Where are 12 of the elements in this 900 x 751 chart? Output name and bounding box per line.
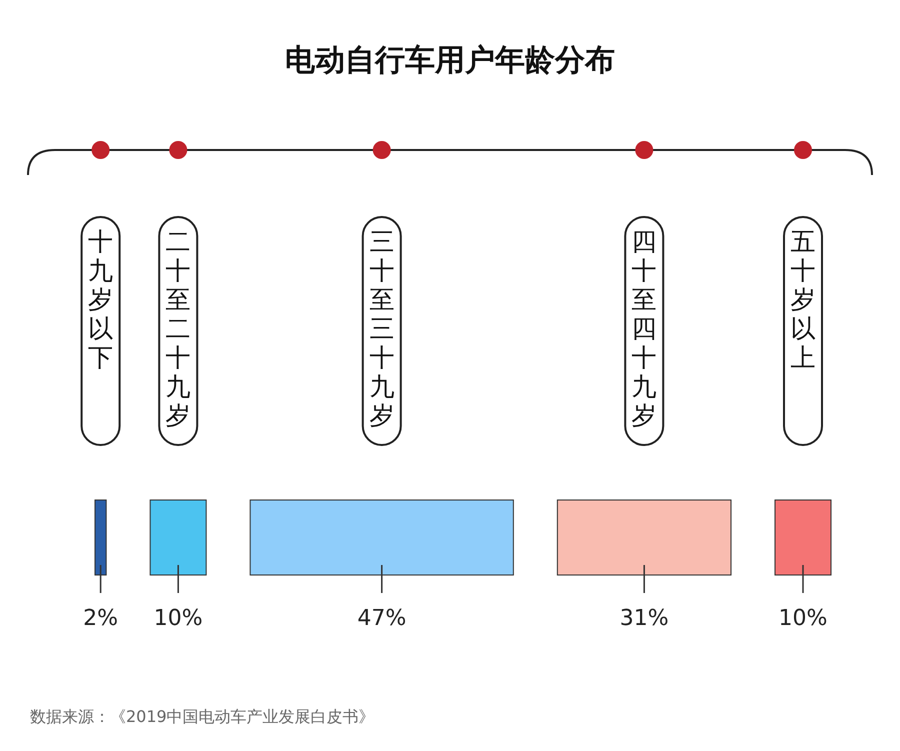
data-label: 10% bbox=[154, 606, 203, 631]
category-label: 十九岁以下 bbox=[88, 227, 114, 372]
data-label: 2% bbox=[83, 606, 118, 631]
source-note: 数据来源：《2019中国电动车产业发展白皮书》 bbox=[30, 707, 375, 726]
category-label: 四十至四十九岁 bbox=[632, 227, 657, 430]
category-label: 五十岁以上 bbox=[790, 227, 816, 372]
data-label: 10% bbox=[778, 606, 828, 631]
data-label: 47% bbox=[357, 606, 406, 631]
category-label: 三十至三十九岁 bbox=[369, 227, 394, 430]
data-label: 31% bbox=[620, 606, 669, 631]
category-label: 二十至二十九岁 bbox=[166, 227, 191, 430]
text: 电动自行车用户年龄分布 bbox=[285, 43, 615, 78]
